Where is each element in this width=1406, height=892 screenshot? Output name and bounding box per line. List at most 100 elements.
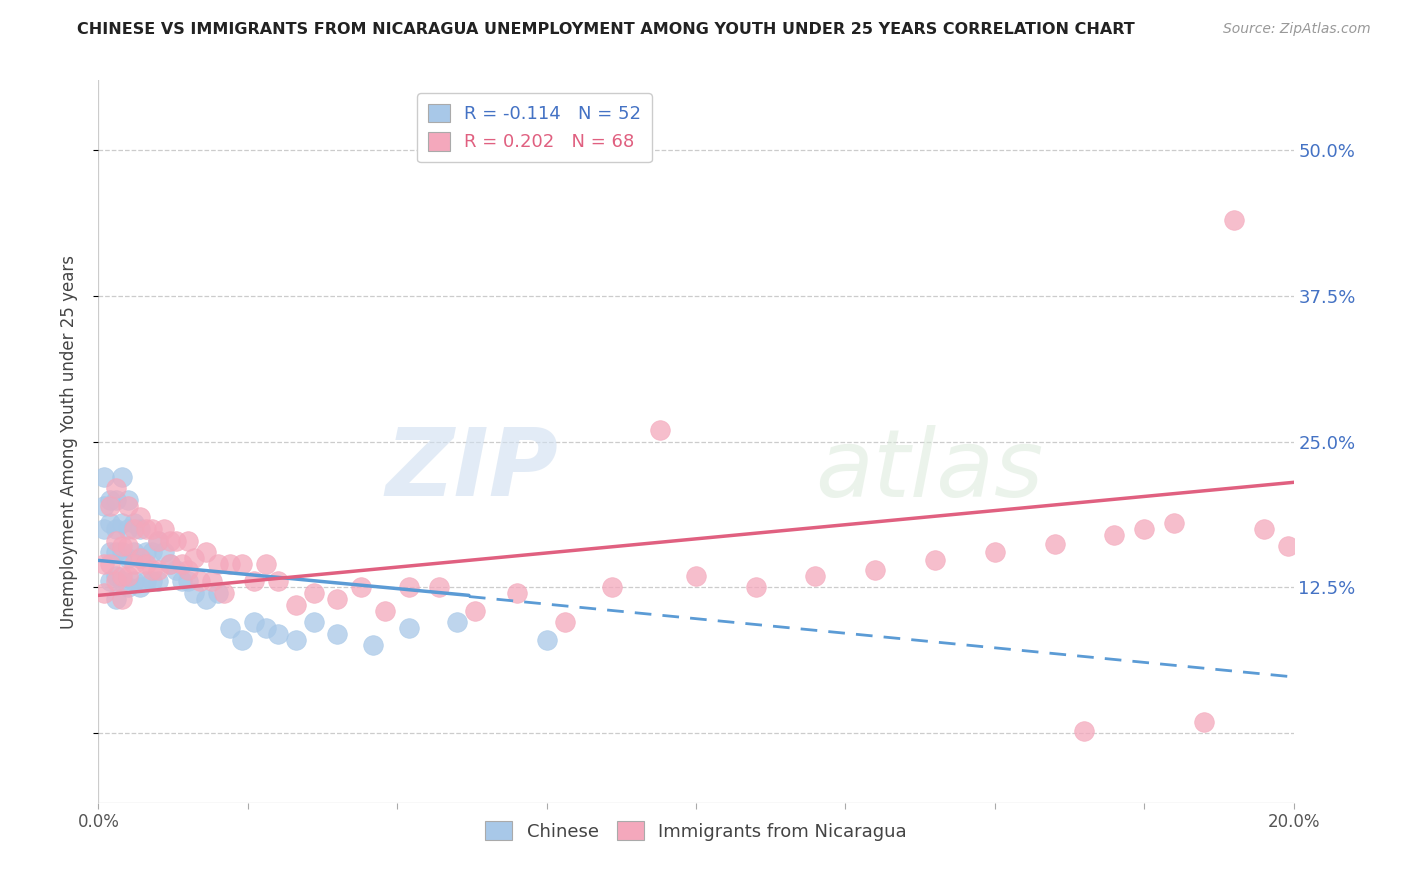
Point <box>188 574 211 589</box>
Point <box>326 591 349 606</box>
Point <box>1253 522 1275 536</box>
Point <box>111 540 134 554</box>
Point <box>117 580 139 594</box>
Point <box>602 580 624 594</box>
Point <box>135 522 157 536</box>
Point <box>284 632 307 647</box>
Text: ZIP: ZIP <box>385 425 558 516</box>
Point <box>124 574 146 589</box>
Point <box>1192 715 1215 730</box>
Point <box>98 492 122 507</box>
Point <box>231 557 253 571</box>
Point <box>117 492 139 507</box>
Point <box>117 499 139 513</box>
Point <box>141 563 163 577</box>
Point <box>105 522 128 536</box>
Point <box>284 598 307 612</box>
Point <box>129 580 152 594</box>
Point <box>183 551 205 566</box>
Point <box>177 533 200 548</box>
Point <box>1277 540 1299 554</box>
Point <box>183 586 205 600</box>
Point <box>93 557 115 571</box>
Point <box>804 568 827 582</box>
Point <box>93 469 115 483</box>
Point <box>1133 522 1156 536</box>
Point <box>165 533 187 548</box>
Point <box>302 586 325 600</box>
Point <box>302 615 325 630</box>
Point <box>135 574 157 589</box>
Point <box>129 522 152 536</box>
Point <box>267 627 290 641</box>
Point <box>148 563 170 577</box>
Point <box>506 586 529 600</box>
Point <box>159 533 181 548</box>
Point <box>177 563 200 577</box>
Point <box>98 545 122 559</box>
Point <box>105 568 128 582</box>
Point <box>1223 213 1246 227</box>
Point <box>212 586 235 600</box>
Point <box>177 574 200 589</box>
Point <box>363 639 385 653</box>
Point <box>685 568 707 582</box>
Point <box>93 522 115 536</box>
Point <box>148 574 170 589</box>
Point <box>141 522 163 536</box>
Point <box>195 545 218 559</box>
Text: CHINESE VS IMMIGRANTS FROM NICARAGUA UNEMPLOYMENT AMONG YOUTH UNDER 25 YEARS COR: CHINESE VS IMMIGRANTS FROM NICARAGUA UNE… <box>77 22 1135 37</box>
Point <box>243 574 266 589</box>
Point <box>141 545 163 559</box>
Point <box>536 632 558 647</box>
Point <box>153 545 176 559</box>
Y-axis label: Unemployment Among Youth under 25 years: Unemployment Among Youth under 25 years <box>59 254 77 629</box>
Point <box>124 516 146 530</box>
Point <box>1163 516 1185 530</box>
Point <box>117 568 139 582</box>
Point <box>124 522 146 536</box>
Point <box>243 615 266 630</box>
Point <box>117 540 139 554</box>
Point <box>105 533 128 548</box>
Point <box>129 551 152 566</box>
Point <box>117 522 139 536</box>
Point <box>105 492 128 507</box>
Point <box>219 557 242 571</box>
Point <box>374 603 396 617</box>
Point <box>207 586 229 600</box>
Point <box>153 522 176 536</box>
Point <box>254 621 277 635</box>
Point <box>93 499 115 513</box>
Text: Source: ZipAtlas.com: Source: ZipAtlas.com <box>1223 22 1371 37</box>
Point <box>1043 537 1066 551</box>
Point <box>326 627 349 641</box>
Point <box>159 557 181 571</box>
Point <box>148 533 170 548</box>
Point <box>231 632 253 647</box>
Point <box>111 469 134 483</box>
Point <box>554 615 576 630</box>
Point <box>207 557 229 571</box>
Point <box>98 499 122 513</box>
Point <box>105 591 128 606</box>
Point <box>219 621 242 635</box>
Point <box>984 545 1007 559</box>
Point <box>111 591 134 606</box>
Point <box>1073 723 1095 738</box>
Point <box>148 533 170 548</box>
Point <box>98 557 122 571</box>
Point <box>464 603 486 617</box>
Point <box>105 574 128 589</box>
Point <box>172 574 194 589</box>
Point <box>924 553 946 567</box>
Point <box>427 580 450 594</box>
Point <box>201 574 224 589</box>
Point <box>105 481 128 495</box>
Point <box>1104 528 1126 542</box>
Point <box>135 557 157 571</box>
Point <box>124 557 146 571</box>
Point <box>93 586 115 600</box>
Point <box>111 568 134 582</box>
Point <box>105 545 128 559</box>
